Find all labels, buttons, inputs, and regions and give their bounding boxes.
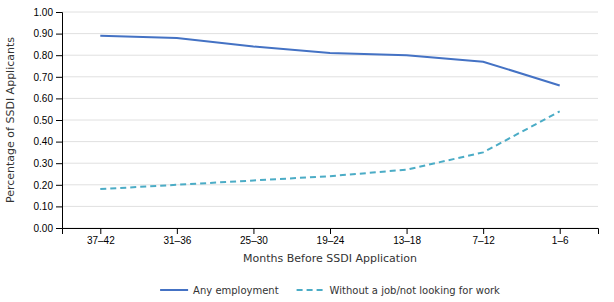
y-tick: 0.60 xyxy=(34,93,62,104)
x-tick-label: 7–12 xyxy=(473,235,496,246)
y-tick: 0.20 xyxy=(34,180,62,191)
x-tick: 19–24 xyxy=(317,228,345,246)
y-tick-label: 0.90 xyxy=(34,28,54,39)
plot: 0.00 0.10 0.20 0.30 0.40 0.50 0.60 0.70 0.80 0.90… xyxy=(4,7,599,265)
grid-line xyxy=(62,141,598,142)
lines xyxy=(100,36,559,189)
grid-line xyxy=(62,33,598,34)
y-tick-mark xyxy=(56,12,62,13)
grid-line xyxy=(62,76,598,77)
y-tick-mark xyxy=(56,55,62,56)
legend-item: Without a job/not looking for work xyxy=(297,285,501,296)
y-tick: 0.10 xyxy=(34,201,62,212)
y-tick-label: 0.10 xyxy=(34,201,54,212)
x-tick-label: 19–24 xyxy=(317,235,345,246)
legend-swatch xyxy=(297,289,325,291)
y-tick: 0.70 xyxy=(34,72,62,83)
grid-line xyxy=(62,184,598,185)
x-tick-mark xyxy=(100,228,101,234)
x-tick: 31–36 xyxy=(163,228,191,246)
x-tick-label: 37–42 xyxy=(87,235,115,246)
y-tick: 0.50 xyxy=(34,115,62,126)
x-tick-mark xyxy=(253,228,254,234)
y-tick: 0.40 xyxy=(34,136,62,147)
x-tick-label: 25–30 xyxy=(240,235,268,246)
x-tick-mark xyxy=(407,228,408,234)
grid-line xyxy=(62,163,598,164)
y-tick-label: 1.00 xyxy=(34,7,54,18)
x-axis-line xyxy=(63,229,599,235)
y-tick-mark xyxy=(56,77,62,78)
y-tick: 1.00 xyxy=(34,7,62,18)
y-tick-label: 0.50 xyxy=(34,115,54,126)
y-tick-label: 0.00 xyxy=(34,223,54,234)
x-tick: 7–12 xyxy=(473,228,496,246)
y-tick-mark xyxy=(56,163,62,164)
y-axis: 0.00 0.10 0.20 0.30 0.40 0.50 0.60 0.70 0.80 0.90… xyxy=(34,7,63,234)
y-tick-mark xyxy=(56,206,62,207)
x-axis: 37–42 31–36 25–30 19–24 13–18 7–12 1–6 xyxy=(63,228,599,246)
grid-line xyxy=(62,55,598,56)
y-axis-line xyxy=(56,13,63,229)
x-tick-mark xyxy=(177,228,178,234)
x-tick-label: 1–6 xyxy=(552,235,569,246)
y-tick: 0.90 xyxy=(34,28,62,39)
x-axis-title: Months Before SSDI Application xyxy=(243,252,417,265)
y-tick-mark xyxy=(56,185,62,186)
y-tick-label: 0.60 xyxy=(34,93,54,104)
chart: 0.00 0.10 0.20 0.30 0.40 0.50 0.60 0.70 0.80 0.90… xyxy=(0,0,614,302)
y-tick-label: 0.70 xyxy=(34,72,54,83)
x-tick: 1–6 xyxy=(552,228,569,246)
y-tick-label: 0.80 xyxy=(34,50,54,61)
y-tick: 0.30 xyxy=(34,158,62,169)
x-tick-label: 13–18 xyxy=(393,235,421,246)
x-tick-mark xyxy=(483,228,484,234)
y-tick: 0.80 xyxy=(34,50,62,61)
y-tick-label: 0.30 xyxy=(34,158,54,169)
y-tick-mark xyxy=(56,120,62,121)
series-line xyxy=(100,111,559,189)
legend-item: Any employment xyxy=(160,285,279,296)
y-tick: 0.00 xyxy=(34,223,62,234)
y-axis-title: Percentage of SSDI Applicants xyxy=(4,37,17,203)
x-tick-mark xyxy=(560,228,561,234)
grid-line xyxy=(62,120,598,121)
y-tick-mark xyxy=(56,98,62,99)
x-tick: 13–18 xyxy=(393,228,421,246)
y-tick-label: 0.20 xyxy=(34,180,54,191)
x-tick: 25–30 xyxy=(240,228,268,246)
y-tick-label: 0.40 xyxy=(34,136,54,147)
legend-label: Any employment xyxy=(193,285,279,296)
grid-line xyxy=(62,12,598,13)
grid-line xyxy=(62,98,598,99)
x-tick-label: 31–36 xyxy=(163,235,191,246)
legend-swatch xyxy=(160,289,188,291)
y-tick-mark xyxy=(56,34,62,35)
y-tick-mark xyxy=(56,228,62,229)
x-tick: 37–42 xyxy=(87,228,115,246)
grid xyxy=(62,12,598,228)
y-tick-mark xyxy=(56,142,62,143)
x-tick-mark xyxy=(330,228,331,234)
grid-line xyxy=(62,206,598,207)
legend-label: Without a job/not looking for work xyxy=(330,285,501,296)
legend: Any employment Without a job/not looking … xyxy=(160,285,500,296)
series-line xyxy=(100,36,559,86)
